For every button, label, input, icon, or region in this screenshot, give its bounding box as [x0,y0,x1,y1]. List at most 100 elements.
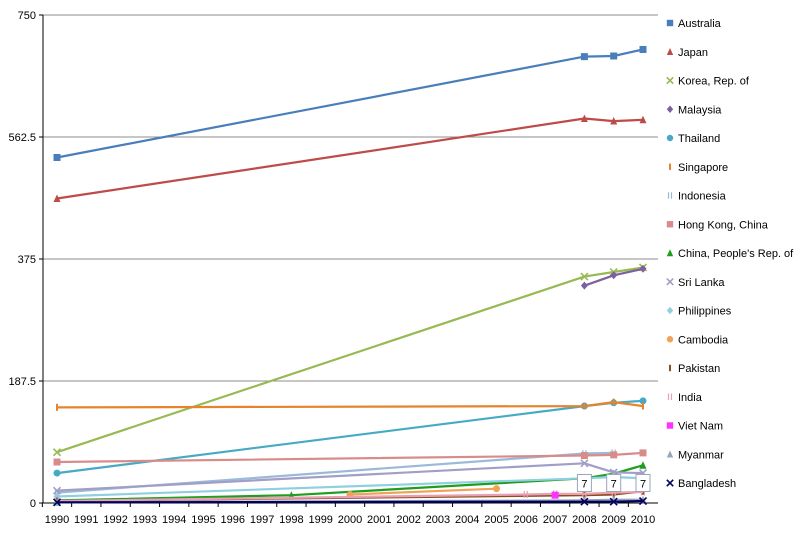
marker-diamond [639,264,647,273]
marker-circle [639,397,647,405]
x-tick-label: 1995 [191,514,215,526]
legend-item-viet-nam: Viet Nam [666,421,723,433]
marker-square [610,52,618,60]
marker-diamond [666,306,674,315]
marker-triangle [580,114,588,122]
x-tick-label: 2000 [338,514,362,526]
legend-label: Thailand [678,133,720,145]
annotations: 7 7 7 [576,473,651,492]
annotation-label: 7 [640,478,646,490]
legend-label: Malaysia [678,104,722,116]
series-korea-rep-of [52,263,648,457]
axes: 0 187.5 375 562.5 750 1990 1991 1992 1993 1994 199… [8,10,658,526]
x-tick-label: 1993 [133,514,157,526]
legend-item-hong-kong-china: Hong Kong, China [666,219,769,231]
marker-square [580,452,588,460]
marker-dash [669,364,671,372]
x-tick-label: 2001 [367,514,391,526]
marker-triangle [666,450,674,458]
legend-item-sri-lanka: Sri Lanka [666,277,725,289]
legend-item-bangladesh: Bangladesh [666,478,736,490]
marker-dash [583,402,586,410]
marker-bar [523,491,528,499]
x-tick-label: 2007 [543,514,567,526]
legend-label: Japan [678,47,708,59]
marker-dash [56,403,58,411]
marker-x [52,448,62,457]
legend-label: Hong Kong, China [678,219,769,231]
series-line-singapore [56,401,644,409]
x-tick-label: 1990 [45,514,69,526]
marker-dash [669,163,671,170]
legend-label: Sri Lanka [678,277,725,289]
legend-label: Myanmar [678,449,724,461]
marker-x [609,497,618,506]
legend-item-myanmar: Myanmar [666,449,724,461]
legend-item-cambodia: Cambodia [666,334,729,346]
annotation-box [606,473,622,492]
marker-diamond [666,105,674,113]
legend-label: China, People's Rep. of [678,248,794,260]
annotation-label: 7 [611,478,617,490]
marker-x [666,277,674,286]
series-line-hong-kong-china [56,451,644,464]
marker-triangle [610,117,618,125]
marker-square [666,422,674,429]
marker-triangle [639,115,647,124]
series-line-cambodia [349,487,497,496]
marker-square [639,45,647,53]
legend-item-india: India [667,392,703,404]
series-malaysia [580,264,647,290]
marker-dash [583,491,586,499]
marker-x [580,459,589,468]
marker-x [52,486,62,495]
x-tick-label: 2005 [484,514,508,526]
legend-item-malaysia: Malaysia [666,104,722,116]
series-sri-lanka [52,459,648,495]
marker-triangle [666,249,674,257]
x-tick-label: 2003 [426,514,450,526]
marker-triangle [666,48,674,55]
legend-item-thailand: Thailand [666,133,720,145]
annotation-box [576,473,592,492]
series-line-korea-rep-of [56,266,644,454]
marker-square [666,19,674,27]
legend-item-korea-rep-of: Korea, Rep. of [666,76,750,88]
legend-item-japan: Japan [666,47,708,59]
x-tick-label: 1997 [250,514,274,526]
series-line-japan [56,117,644,200]
series-line-bangladesh [56,499,644,504]
series-viet-nam [551,491,559,499]
legend-label: Philippines [678,306,732,318]
series-line-philippines [56,475,644,498]
marker-x [580,497,589,506]
y-tick-label: 562.5 [8,132,36,144]
marker-x [580,272,589,281]
series-australia [53,45,647,161]
marker-circle [493,485,500,493]
series-hong-kong-china [53,449,647,466]
series-bangladesh [52,496,648,507]
marker-square [53,153,61,161]
x-tick-label: 1992 [103,514,127,526]
marker-x [638,496,648,506]
x-tick-label: 2002 [396,514,420,526]
marker-dash [612,398,615,406]
legend-label: India [678,392,703,404]
x-tick-label: 2006 [514,514,538,526]
marker-bar [667,192,673,199]
x-tick-label: 2010 [631,514,655,526]
legend-label: Indonesia [678,191,727,203]
marker-x [666,479,674,487]
y-tick-label: 187.5 [8,376,36,388]
x-tick-label: 1994 [162,514,186,526]
x-tick-label: 1998 [279,514,303,526]
series-japan [53,114,647,202]
marker-x [52,498,62,507]
marker-diamond [580,281,588,290]
series-line-australia [56,48,644,159]
legend-label: Cambodia [678,334,729,346]
legend-label: Singapore [678,162,728,174]
legend-label: Pakistan [678,363,720,375]
